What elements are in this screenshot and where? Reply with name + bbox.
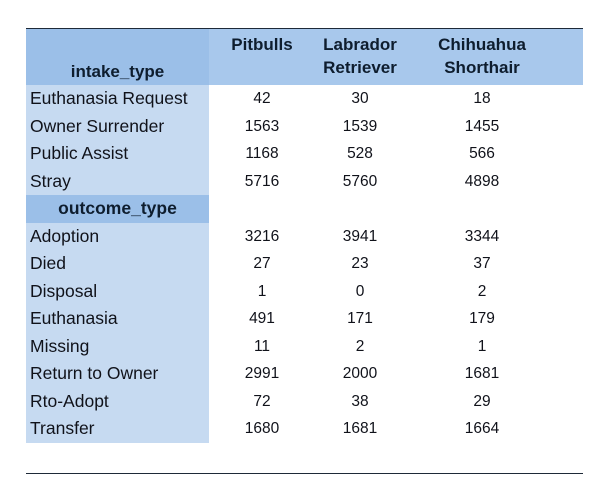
table-cell: 1 [257, 282, 267, 300]
table-body: Euthanasia Request 42 30 18 Owner Surrender 1… [26, 85, 583, 443]
table-cell: 171 [347, 310, 373, 327]
row-label: Transfer [26, 415, 209, 443]
row-label: Adoption [26, 222, 209, 250]
table-cell: 30 [351, 90, 369, 107]
table-cell: 72 [253, 392, 271, 410]
table-cell: 1455 [464, 117, 500, 135]
table-row: Owner Surrender 1563 1539 1455 [26, 112, 583, 140]
table-cell: 5716 [244, 172, 280, 190]
table-cell: 566 [469, 145, 495, 162]
column-header-chihuahua-shorthair: Chihuahua Shorthair [438, 35, 526, 77]
table-row: Adoption 3216 3941 3344 [26, 222, 583, 250]
row-label: Disposal [26, 277, 209, 305]
table-row: Missing 11 2 1 [26, 332, 583, 360]
table-row: Died 27 23 37 [26, 250, 583, 278]
row-label: Return to Owner [26, 360, 209, 388]
table-cell: 2991 [244, 365, 280, 382]
table-row: Public Assist 1168 528 566 [26, 140, 583, 168]
table-cell: 1681 [464, 365, 500, 382]
column-header-labrador-retriever: Labrador Retriever [323, 35, 397, 77]
table-cell: 23 [351, 255, 369, 272]
table-row: Euthanasia 491 171 179 [26, 305, 583, 333]
table-row: Rto-Adopt 72 38 29 [26, 387, 583, 415]
table-row: Disposal 1 0 2 [26, 277, 583, 305]
table-cell: 1680 [244, 420, 280, 437]
table-row: Return to Owner 2991 2000 1681 [26, 360, 583, 388]
table-cell: 3941 [342, 227, 378, 245]
data-table: intake_type Pitbulls Labrador Retriever C… [26, 28, 583, 474]
table-cell: 1563 [244, 117, 280, 135]
table-cell: 11 [253, 337, 271, 355]
row-label: Owner Surrender [26, 112, 209, 140]
table-cell: 1 [477, 337, 487, 355]
table-cell: 179 [469, 310, 495, 327]
table-cell: 0 [355, 282, 365, 300]
table-cell: 1681 [342, 420, 378, 437]
table-cell: 2000 [342, 365, 378, 382]
table-row: Stray 5716 5760 4898 [26, 167, 583, 195]
row-label: Stray [26, 167, 209, 195]
table-cell: 1664 [464, 420, 500, 437]
table-cell: 1168 [245, 145, 279, 162]
table-cell: 528 [347, 145, 373, 162]
section-header-row: outcome_type [26, 195, 583, 223]
row-label: Euthanasia [26, 305, 209, 333]
row-header-title: intake_type [70, 62, 165, 81]
row-label: Euthanasia Request [26, 85, 209, 113]
table-cell: 5760 [342, 172, 378, 190]
table-cell: 3216 [244, 227, 280, 245]
table-cell: 38 [351, 392, 369, 410]
table-cell: 27 [253, 255, 271, 272]
table-cell: 491 [249, 310, 275, 327]
column-header-pitbulls: Pitbulls [231, 35, 293, 54]
header-corner: intake_type [26, 29, 209, 85]
table-cell: 37 [473, 255, 491, 272]
table-cell: 2 [355, 337, 365, 355]
row-label: Public Assist [26, 140, 209, 168]
table-cell: 42 [253, 90, 271, 107]
table-header: intake_type Pitbulls Labrador Retriever C… [26, 29, 583, 85]
table-cell: 4898 [464, 172, 500, 190]
row-label: Missing [26, 332, 209, 360]
table-cell: 18 [473, 90, 491, 107]
row-label: Rto-Adopt [26, 387, 209, 415]
row-label: Died [26, 250, 209, 278]
table-row: Euthanasia Request 42 30 18 [26, 85, 583, 113]
table-cell: 1539 [342, 117, 378, 135]
table-row: Transfer 1680 1681 1664 [26, 415, 583, 443]
table-cell: 29 [473, 392, 491, 410]
table-cell: 3344 [464, 227, 500, 245]
section-header-label: outcome_type [26, 195, 209, 223]
table-cell: 2 [477, 282, 487, 300]
